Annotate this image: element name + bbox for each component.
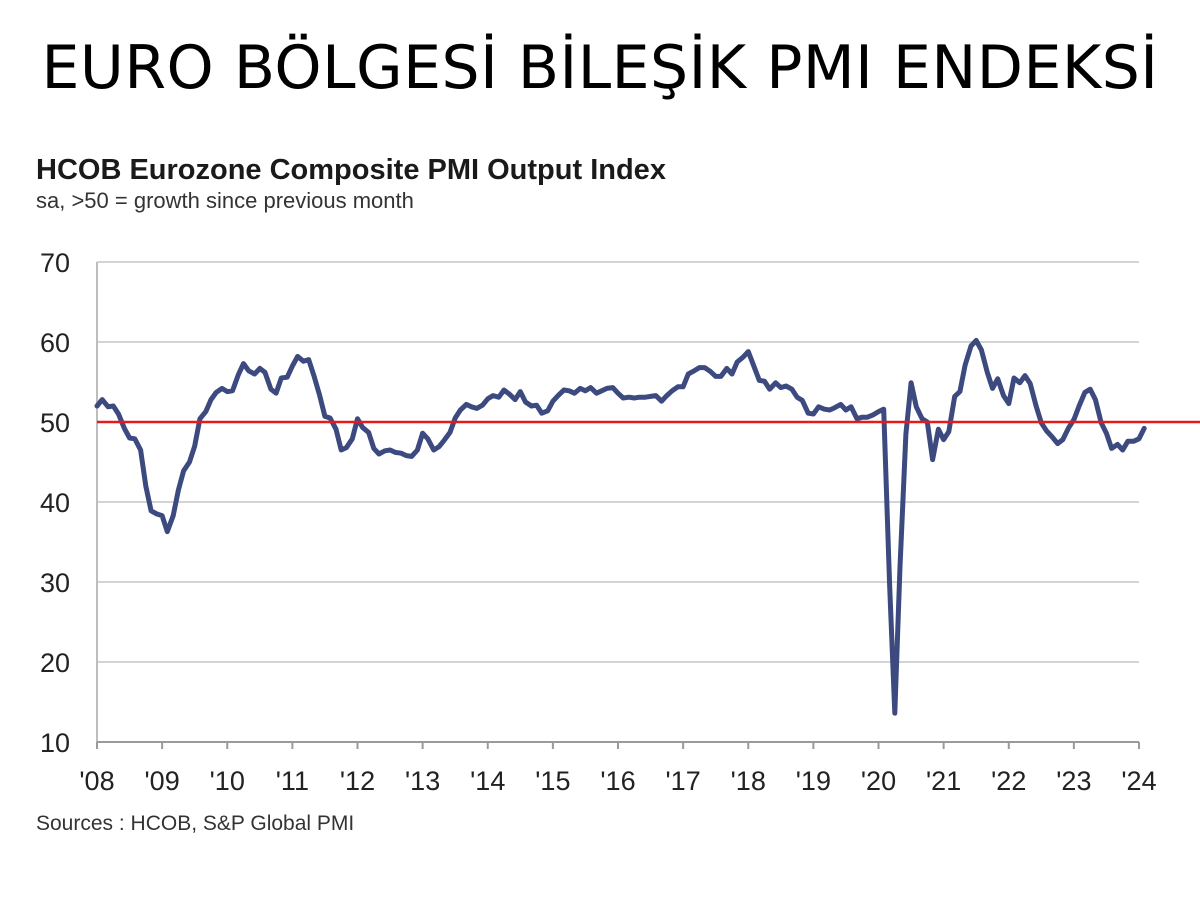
grid-lines — [97, 261, 1139, 663]
x-tick-label: '19 — [796, 766, 831, 796]
series-layer — [94, 337, 1147, 716]
x-tick-label: '24 — [1121, 766, 1156, 796]
series-line-0 — [94, 337, 1147, 716]
slide-title: EURO BÖLGESİ BİLEŞİK PMI ENDEKSİ — [41, 33, 1159, 103]
y-tick-label: 30 — [40, 568, 70, 598]
axes — [96, 262, 1140, 749]
chart-subtitle: sa, >50 = growth since previous month — [36, 188, 414, 213]
x-tick-label: '13 — [405, 766, 440, 796]
x-tick-label: '16 — [600, 766, 635, 796]
y-tick-label: 40 — [40, 488, 70, 518]
x-tick-label: '17 — [666, 766, 701, 796]
x-tick-label: '22 — [991, 766, 1026, 796]
y-tick-label: 70 — [40, 248, 70, 278]
y-tick-labels: 10 20 30 40 50 60 70 — [40, 248, 70, 758]
y-tick-label: 20 — [40, 648, 70, 678]
x-tick-label: '12 — [340, 766, 375, 796]
x-tick-label: '10 — [210, 766, 245, 796]
chart-title: HCOB Eurozone Composite PMI Output Index — [36, 154, 666, 186]
x-tick-label: '08 — [79, 766, 114, 796]
x-tick-label: '18 — [731, 766, 766, 796]
y-tick-label: 60 — [40, 328, 70, 358]
y-tick-label: 50 — [40, 408, 70, 438]
chart-source: Sources : HCOB, S&P Global PMI — [36, 812, 355, 835]
x-tick-label: '11 — [276, 766, 309, 796]
x-tick-labels: '08 '09 '10 '11 '12 '13 '14 '15 '16 '17 '18 '19 '20 '… — [79, 766, 1156, 796]
x-tick-label: '20 — [861, 766, 896, 796]
x-tick-label: '23 — [1056, 766, 1091, 796]
y-tick-label: 10 — [40, 728, 70, 758]
x-tick-label: '09 — [145, 766, 180, 796]
x-tick-label: '15 — [535, 766, 570, 796]
x-tick-label: '14 — [470, 766, 505, 796]
x-tick-label: '21 — [926, 766, 961, 796]
